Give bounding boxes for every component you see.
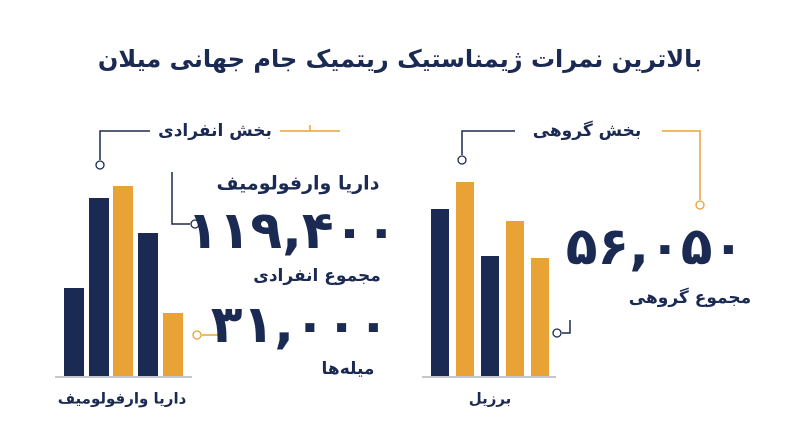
bar bbox=[431, 209, 449, 376]
connector bbox=[280, 125, 340, 132]
bar bbox=[456, 182, 474, 376]
individual-section: بخش انفرادی داریا وارفولومیف داریا وارفو… bbox=[55, 121, 397, 408]
connector bbox=[461, 130, 515, 155]
bar bbox=[64, 288, 84, 376]
connector-dot bbox=[95, 160, 105, 170]
bar bbox=[531, 258, 549, 376]
bar bbox=[506, 221, 524, 376]
connector bbox=[662, 130, 701, 200]
connector-dot bbox=[695, 200, 705, 210]
connector-dot bbox=[192, 330, 202, 340]
title: بالاترین نمرات ژیمناستیک ریتمیک جام جهان… bbox=[98, 45, 702, 73]
bar bbox=[163, 313, 183, 376]
section-heading: بخش گروهی bbox=[533, 120, 642, 141]
bar bbox=[113, 186, 133, 376]
chart-label: برزیل bbox=[469, 390, 512, 408]
total-score: ۱۱۹,۴۰۰ bbox=[187, 201, 397, 261]
connector bbox=[99, 130, 150, 160]
total-label: مجموع گروهی bbox=[629, 287, 751, 308]
total-label: مجموع انفرادی bbox=[253, 266, 381, 286]
connector bbox=[562, 320, 571, 334]
bar bbox=[481, 256, 499, 376]
total-score: ۵۶,۰۵۰ bbox=[566, 217, 744, 277]
connector-dot bbox=[457, 155, 467, 165]
connector-dot bbox=[190, 219, 200, 229]
section-heading: بخش انفرادی bbox=[158, 121, 272, 141]
bar bbox=[89, 198, 109, 376]
athlete-name: داریا وارفولومیف bbox=[217, 173, 380, 195]
bar-label: میله‌ها bbox=[322, 359, 375, 379]
bar-score: ۳۱,۰۰۰ bbox=[211, 295, 389, 355]
chart-label: داریا وارفولومیف bbox=[58, 390, 187, 408]
group-section: بخش گروهی برزیل ۵۶,۰۵۰ مجموع گروهی bbox=[422, 120, 751, 408]
bar bbox=[138, 233, 158, 376]
connector bbox=[171, 172, 190, 225]
connector-dot bbox=[552, 328, 562, 338]
